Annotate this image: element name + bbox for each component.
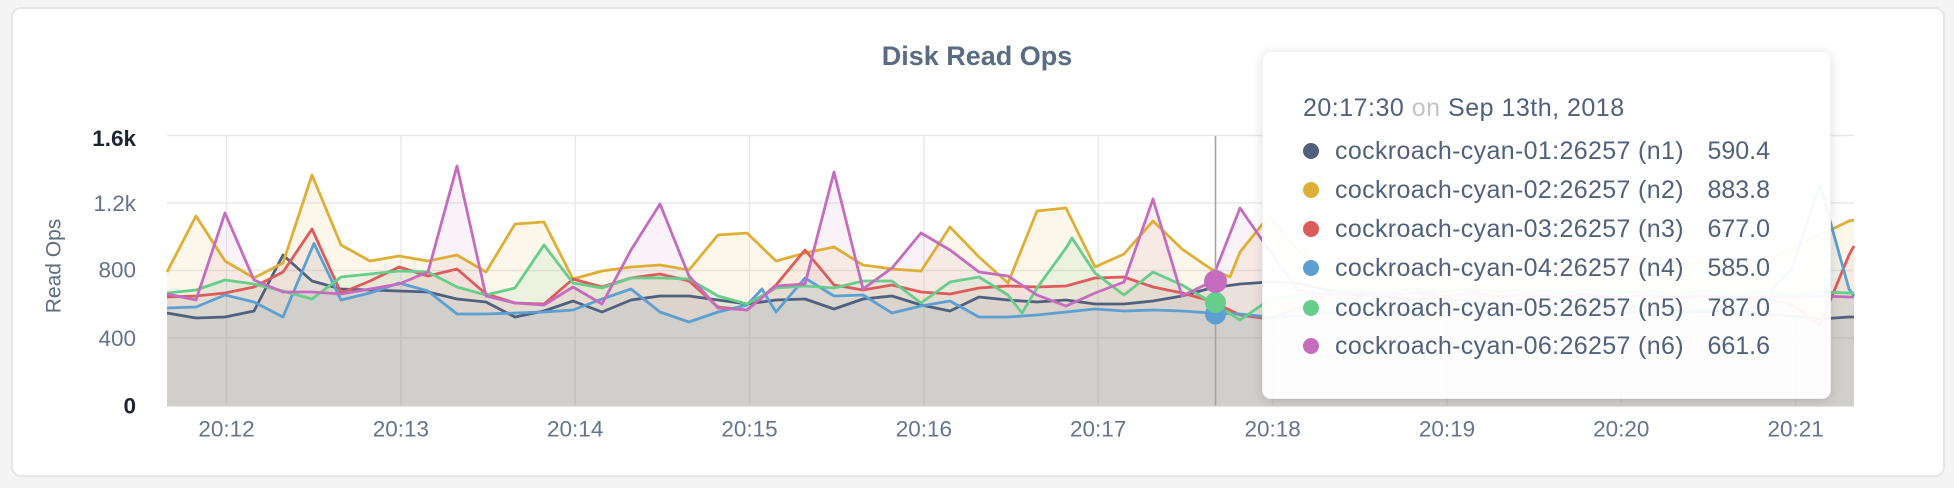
svg-text:20:13: 20:13 [373, 417, 429, 442]
svg-text:20:17: 20:17 [1070, 417, 1126, 442]
svg-text:20:14: 20:14 [547, 417, 603, 442]
svg-text:20:12: 20:12 [198, 417, 254, 442]
svg-text:20:19: 20:19 [1419, 417, 1475, 442]
svg-text:Read Ops: Read Ops [43, 219, 66, 314]
svg-text:0: 0 [123, 394, 136, 419]
svg-text:800: 800 [98, 258, 136, 283]
svg-text:1.2k: 1.2k [93, 191, 136, 216]
svg-text:1.6k: 1.6k [92, 126, 136, 151]
svg-text:20:15: 20:15 [721, 417, 777, 442]
svg-text:20:20: 20:20 [1593, 417, 1649, 442]
svg-text:20:21: 20:21 [1767, 417, 1823, 442]
svg-text:400: 400 [98, 326, 136, 351]
svg-text:20:18: 20:18 [1244, 417, 1300, 442]
svg-text:20:16: 20:16 [896, 417, 952, 442]
